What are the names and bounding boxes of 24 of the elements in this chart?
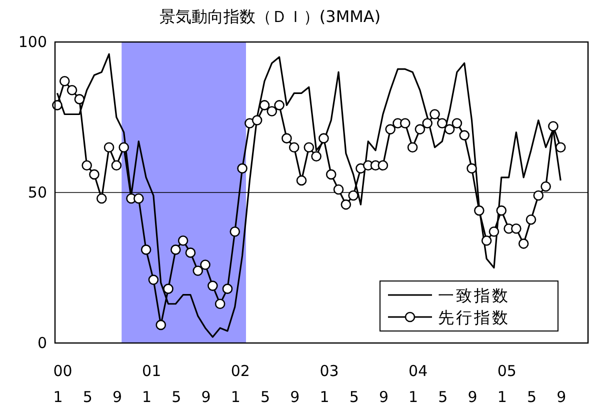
y-tick-label: 50: [28, 183, 47, 202]
x-tick-label: 5: [527, 388, 537, 406]
x-tick-label: 03 1: [320, 362, 339, 406]
x-tick-label: 9: [112, 388, 122, 406]
legend-label: 一致指数: [438, 286, 510, 305]
x-tick-label: 00 1: [53, 362, 72, 406]
x-tick-label: 5: [438, 388, 448, 406]
x-tick-label: 5: [82, 388, 92, 406]
x-tick-label: 5: [260, 388, 270, 406]
x-tick-label: 9: [201, 388, 211, 406]
x-tick-label: 9: [468, 388, 478, 406]
x-tick-label: 9: [556, 388, 566, 406]
legend-label: 先行指数: [438, 308, 510, 327]
x-tick-label: 01 1: [142, 362, 162, 406]
x-tick-label: 04 1: [408, 362, 428, 406]
chart-title: 景気動向指数（ＤＩ）(3MMA): [159, 7, 381, 26]
x-tick-label: 05 1: [497, 362, 516, 406]
x-tick-label: 5: [172, 388, 182, 406]
x-tick-label: 9: [290, 388, 300, 406]
x-tick-label: 9: [378, 388, 388, 406]
x-tick-label: 02 1: [230, 362, 250, 406]
y-tick-label: 0: [37, 334, 47, 352]
x-tick-label: 5: [349, 388, 359, 406]
y-tick-label: 100: [18, 32, 47, 51]
